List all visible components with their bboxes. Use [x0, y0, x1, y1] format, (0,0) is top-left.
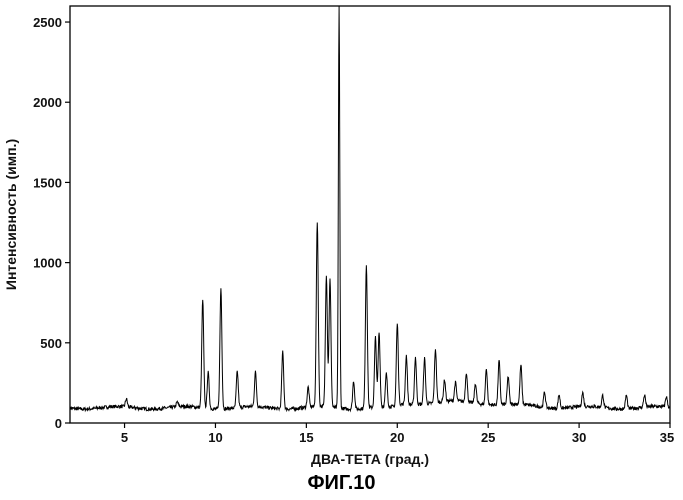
xrd-chart: 5 10 15 20 25 30 35 0 500 1000 1500 2000 2500 ДВА-Т…	[0, 0, 683, 470]
x-axis-label: ДВА-ТЕТА (град.)	[311, 451, 429, 467]
y-tick-label: 2500	[33, 15, 62, 30]
x-tick-label: 30	[572, 430, 586, 445]
y-tick-label: 1500	[33, 175, 62, 190]
x-tick-label: 20	[390, 430, 404, 445]
y-axis-label: Интенсивность (имп.)	[3, 139, 19, 290]
figure-label: ФИГ.10	[0, 472, 683, 495]
y-axis: 0 500 1000 1500 2000 2500	[33, 15, 70, 431]
plot-area	[70, 6, 670, 423]
x-tick-label: 15	[299, 430, 313, 445]
series-line	[70, 6, 670, 410]
plot-frame	[70, 6, 670, 423]
x-axis: 5 10 15 20 25 30 35	[121, 423, 674, 445]
x-tick-label: 25	[481, 430, 495, 445]
x-tick-label: 35	[660, 430, 674, 445]
y-tick-label: 2000	[33, 95, 62, 110]
x-tick-label: 10	[208, 430, 222, 445]
x-tick-label: 5	[121, 430, 128, 445]
y-tick-label: 1000	[33, 256, 62, 271]
y-tick-label: 500	[40, 336, 62, 351]
y-tick-label: 0	[55, 416, 62, 431]
